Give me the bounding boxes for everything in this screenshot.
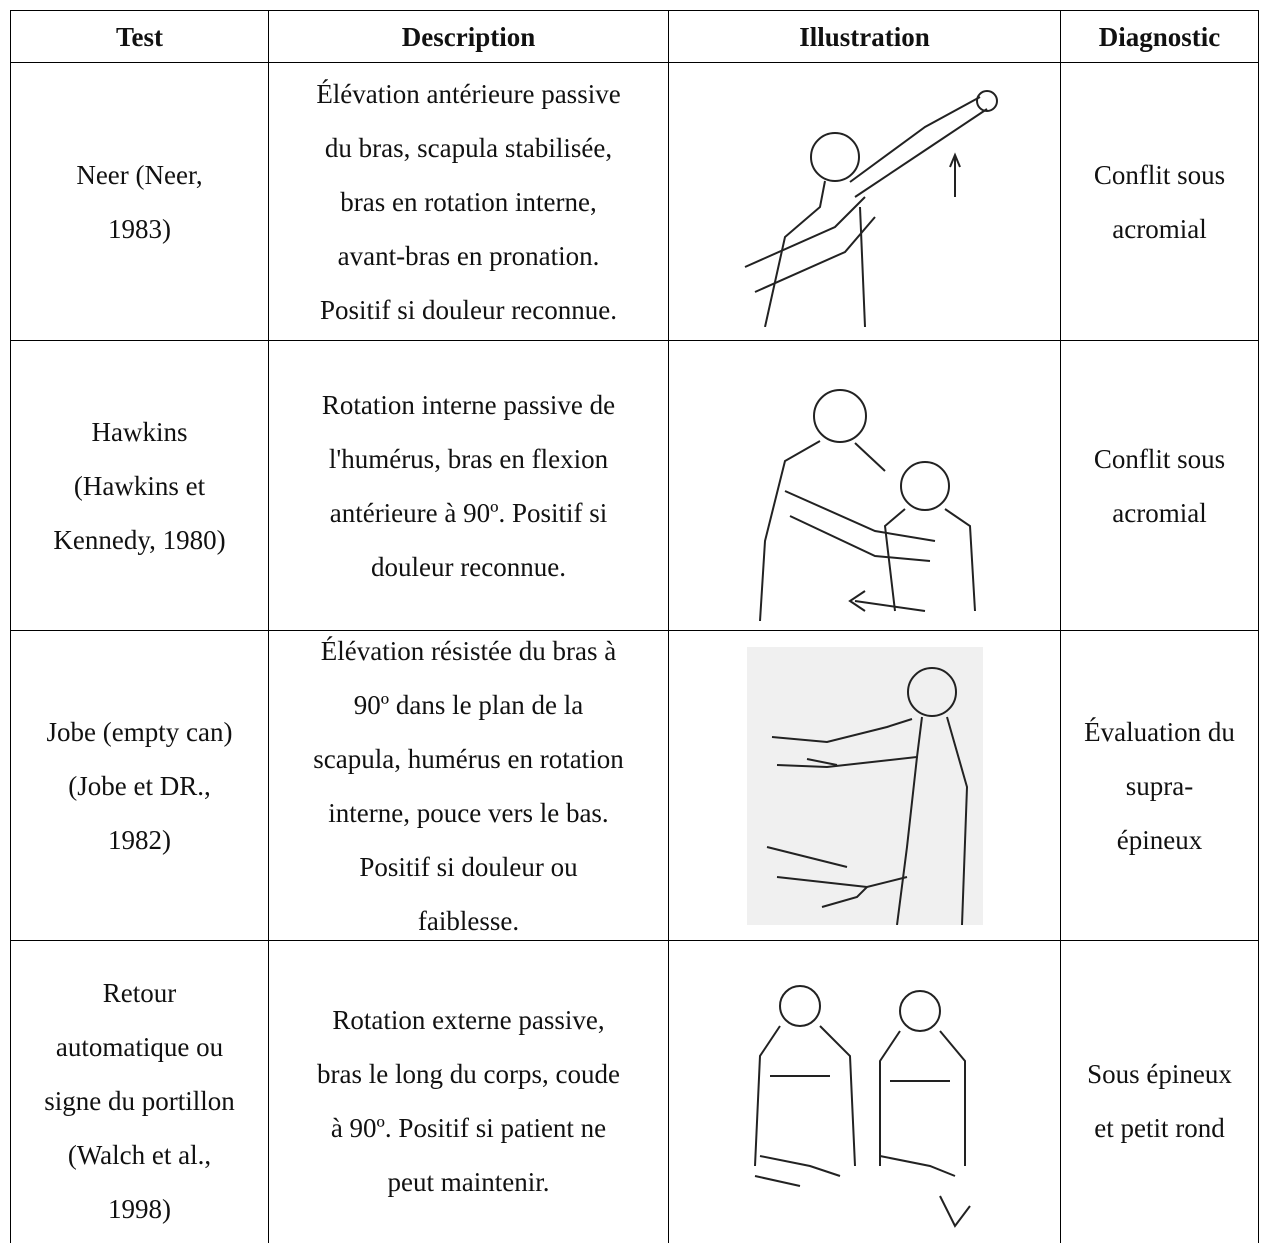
illustration — [758, 388, 976, 621]
text-line: Conflit sous — [1093, 159, 1226, 190]
diagnostic-cell: Évaluation du supra-épineux — [1061, 631, 1259, 941]
text-line: à 90º. Positif si patient ne — [330, 1112, 607, 1143]
text-line: acromial — [1112, 213, 1207, 244]
text-line: l'humérus, bras en flexion — [328, 443, 609, 474]
text-line: 90º dans le plan de la — [353, 689, 584, 720]
description-cell: Rotation externe passive, bras le long du… — [269, 941, 669, 1243]
diagnostic-cell: Sous épineux et petit rond — [1061, 941, 1259, 1243]
text-line: (Jobe et DR., — [68, 770, 211, 801]
header-cell: Illustration — [669, 11, 1061, 63]
text-line: épineux — [1116, 824, 1203, 855]
text-line: supra- — [1125, 770, 1194, 801]
illustration — [753, 984, 971, 1228]
text-line: bras le long du corps, coude — [317, 1058, 620, 1089]
text-line: interne, pouce vers le bas. — [328, 797, 609, 828]
table: Test Description Illustration Diagnostic Nee… — [10, 10, 1259, 1243]
text-line: Retour — [102, 977, 177, 1008]
text-line: scapula, humérus en rotation — [313, 743, 624, 774]
test-cell: Retour automatique ou signe du portillon (W… — [11, 941, 269, 1243]
text-line: signe du portillon — [44, 1085, 235, 1116]
test-cell: Hawkins (Hawkins et Kennedy, 1980) — [11, 341, 269, 631]
test-cell: Neer (Neer, 1983) — [11, 63, 269, 341]
text-line: Hawkins — [91, 416, 188, 447]
text-line: Sous épineux — [1087, 1058, 1232, 1089]
text-line: acromial — [1112, 497, 1207, 528]
text-line: Kennedy, 1980) — [53, 524, 226, 555]
text-line: 1983) — [108, 213, 171, 244]
illustration-cell — [669, 63, 1061, 341]
text-line: automatique ou — [55, 1031, 224, 1062]
description-cell: Élévation antérieure passive du bras, sca… — [269, 63, 669, 341]
text-line: Rotation interne passive de — [321, 389, 616, 420]
description-cell: Élévation résistée du bras à 90º dans le … — [269, 631, 669, 941]
illustration — [744, 89, 998, 327]
text-line: Élévation antérieure passive — [316, 78, 621, 109]
header-cell: Test — [11, 11, 269, 63]
text-line: (Hawkins et — [73, 470, 206, 501]
header-cell: Diagnostic — [1061, 11, 1259, 63]
text-line: Jobe (empty can) — [46, 716, 233, 747]
text-line: du bras, scapula stabilisée, — [324, 132, 613, 163]
text-line: (Walch et al., — [67, 1139, 212, 1170]
test-cell: Jobe (empty can) (Jobe et DR., 1982) — [11, 631, 269, 941]
text-line: Évaluation du — [1084, 716, 1235, 747]
text-line: antérieure à 90º. Positif si — [329, 497, 608, 528]
illustration-cell — [669, 341, 1061, 631]
text-line: douleur reconnue. — [371, 551, 566, 582]
text-line: avant-bras en pronation. — [337, 240, 600, 271]
text-line: peut maintenir. — [387, 1166, 550, 1197]
text-line: Élévation résistée du bras à — [320, 635, 617, 666]
illustration-cell — [669, 631, 1061, 941]
diagnostic-cell: Conflit sous acromial — [1061, 63, 1259, 341]
text-line: faiblesse. — [417, 905, 520, 936]
illustration-cell — [669, 941, 1061, 1243]
description-cell: Rotation interne passive de l'humérus, br… — [269, 341, 669, 631]
text-line: Positif si douleur ou — [359, 851, 578, 882]
illustration — [746, 646, 983, 925]
text-line: Positif si douleur reconnue. — [320, 294, 617, 325]
text-line: bras en rotation interne, — [340, 186, 597, 217]
text-line: Conflit sous — [1093, 443, 1226, 474]
text-line: Neer (Neer, — [76, 159, 203, 190]
text-line: et petit rond — [1094, 1112, 1225, 1143]
text-line: 1998) — [108, 1193, 171, 1224]
text-line: Rotation externe passive, — [332, 1004, 605, 1035]
diagnostic-cell: Conflit sous acromial — [1061, 341, 1259, 631]
text-line: 1982) — [108, 824, 171, 855]
header-cell: Description — [269, 11, 669, 63]
